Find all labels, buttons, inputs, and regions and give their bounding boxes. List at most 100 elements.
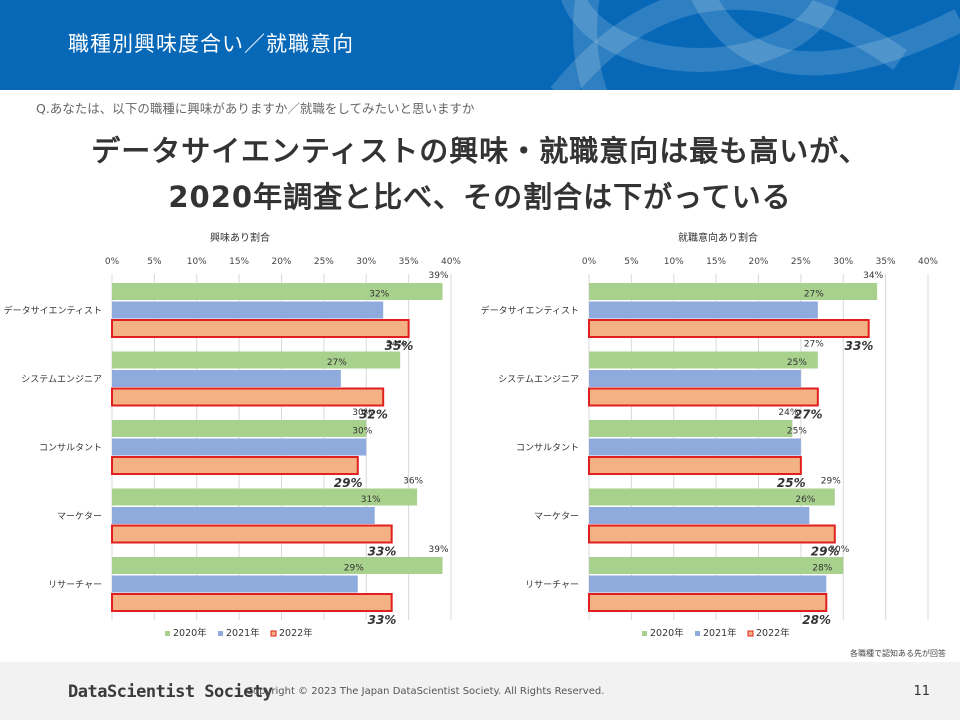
data-label: 28% xyxy=(802,613,831,627)
category-label: コンサルタント xyxy=(39,443,102,454)
x-tick-label: 15% xyxy=(229,257,249,267)
chart-title: 就職意向あり割合 xyxy=(678,231,758,244)
category-label: リサーチャー xyxy=(48,580,102,591)
chart-title: 興味あり割合 xyxy=(210,231,270,244)
header-bar: 職種別興味度合い／就職意向 xyxy=(0,0,960,90)
bar-2021-0 xyxy=(589,301,818,319)
data-label: 33% xyxy=(368,545,397,559)
bar-2022-2 xyxy=(588,456,802,475)
bar-2020-2 xyxy=(112,420,367,437)
bar-2021-1 xyxy=(589,370,801,387)
data-label: 25% xyxy=(787,358,807,368)
bar-2021-1 xyxy=(112,370,341,387)
data-label: 30% xyxy=(829,545,849,555)
footer-logo: DataScientist Society xyxy=(68,682,273,702)
data-label: 30% xyxy=(352,427,372,437)
data-label: 27% xyxy=(794,408,823,422)
bar-2022-3 xyxy=(111,524,393,544)
category-label: マーケター xyxy=(57,511,102,522)
data-label: 27% xyxy=(327,358,347,368)
headline-line-1: データサイエンティストの興味・就職意向は最も高いが、 xyxy=(91,134,869,168)
bar-2021-2 xyxy=(589,438,801,456)
data-label: 29% xyxy=(334,476,363,490)
bar-2022-0 xyxy=(111,319,410,338)
legend-label: 2020年 xyxy=(650,627,684,639)
category-label: リサーチャー xyxy=(525,580,579,591)
category-label: マーケター xyxy=(534,511,579,522)
x-tick-label: 30% xyxy=(833,257,853,267)
category-label: システムエンジニア xyxy=(498,374,579,385)
x-tick-label: 25% xyxy=(791,257,811,267)
bar-2021-3 xyxy=(112,507,375,524)
page-title: 職種別興味度合い／就職意向 xyxy=(68,32,354,56)
data-label: 34% xyxy=(386,340,406,350)
legend-swatch xyxy=(747,630,754,637)
x-tick-label: 20% xyxy=(748,257,768,267)
legend-swatch xyxy=(165,631,170,636)
category-label: データサイエンティスト xyxy=(481,305,579,317)
data-label: 32% xyxy=(369,290,389,300)
bar-2020-0 xyxy=(112,283,443,300)
bar-2022-1 xyxy=(588,387,819,407)
x-tick-label: 35% xyxy=(399,257,419,267)
bar-2022-3 xyxy=(588,524,836,544)
bar-2020-3 xyxy=(589,488,835,506)
survey-question: Q.あなたは、以下の職種に興味がありますか／就職をしてみたいと思いますか xyxy=(36,101,475,116)
bar-2021-0 xyxy=(112,301,384,319)
x-tick-label: 15% xyxy=(706,257,726,267)
header-decoration xyxy=(550,0,960,90)
x-tick-label: 40% xyxy=(918,257,938,267)
x-tick-label: 40% xyxy=(441,257,461,267)
x-tick-label: 0% xyxy=(582,257,597,267)
charts-canvas: 興味あり割合 0% 5% 10% 15% 20% 25% 30% 35% 40% データサイエンティ… xyxy=(4,231,939,639)
data-label: 28% xyxy=(812,564,832,574)
bar-2020-2 xyxy=(589,420,793,437)
x-tick-label: 30% xyxy=(356,257,376,267)
data-label: 26% xyxy=(795,495,815,505)
data-label: 39% xyxy=(429,271,449,281)
footer-bar: DataScientist Society Copyright © 2023 T… xyxy=(0,662,960,720)
copyright-text: Copyright © 2023 The Japan DataScientist… xyxy=(246,686,605,697)
x-tick-label: 5% xyxy=(624,257,639,267)
bar-2021-3 xyxy=(589,507,810,524)
data-label: 27% xyxy=(804,290,824,300)
category-label: システムエンジニア xyxy=(21,374,102,385)
page-number: 11 xyxy=(913,684,930,699)
bar-2021-2 xyxy=(112,438,367,456)
x-tick-label: 0% xyxy=(105,257,120,267)
data-label: 25% xyxy=(787,427,807,437)
legend-label: 2020年 xyxy=(173,627,207,639)
data-label: 24% xyxy=(778,408,798,418)
legend-swatch xyxy=(218,631,223,636)
bar-2022-4 xyxy=(111,593,393,612)
bar-2022-1 xyxy=(111,387,385,407)
data-label: 33% xyxy=(845,339,874,353)
legend-label: 2021年 xyxy=(226,627,260,639)
legend-label: 2022年 xyxy=(279,627,313,639)
legend-swatch xyxy=(695,631,700,636)
data-label: 30% xyxy=(352,408,372,418)
data-label: 39% xyxy=(429,545,449,555)
x-tick-label: 25% xyxy=(314,257,334,267)
legend-swatch xyxy=(270,630,277,637)
footnote: 各職種で認知ある先が回答 xyxy=(850,649,946,658)
legend-swatch xyxy=(642,631,647,636)
bar-2021-4 xyxy=(112,575,358,593)
x-tick-label: 10% xyxy=(664,257,684,267)
data-label: 25% xyxy=(777,476,806,490)
data-label: 29% xyxy=(811,545,840,559)
x-tick-label: 35% xyxy=(876,257,896,267)
legend-label: 2022年 xyxy=(756,627,790,639)
bar-2022-4 xyxy=(588,593,828,612)
bar-2020-0 xyxy=(589,283,878,300)
bar-2020-4 xyxy=(112,557,443,574)
headline-line-2: 2020年調査と比べ、その割合は下がっている xyxy=(168,180,792,214)
x-tick-label: 5% xyxy=(147,257,162,267)
data-label: 27% xyxy=(804,340,824,350)
x-tick-label: 20% xyxy=(271,257,291,267)
data-label: 31% xyxy=(361,495,381,505)
data-label: 35% xyxy=(385,339,414,353)
data-label: 33% xyxy=(368,613,397,627)
bar-2020-4 xyxy=(589,557,844,574)
